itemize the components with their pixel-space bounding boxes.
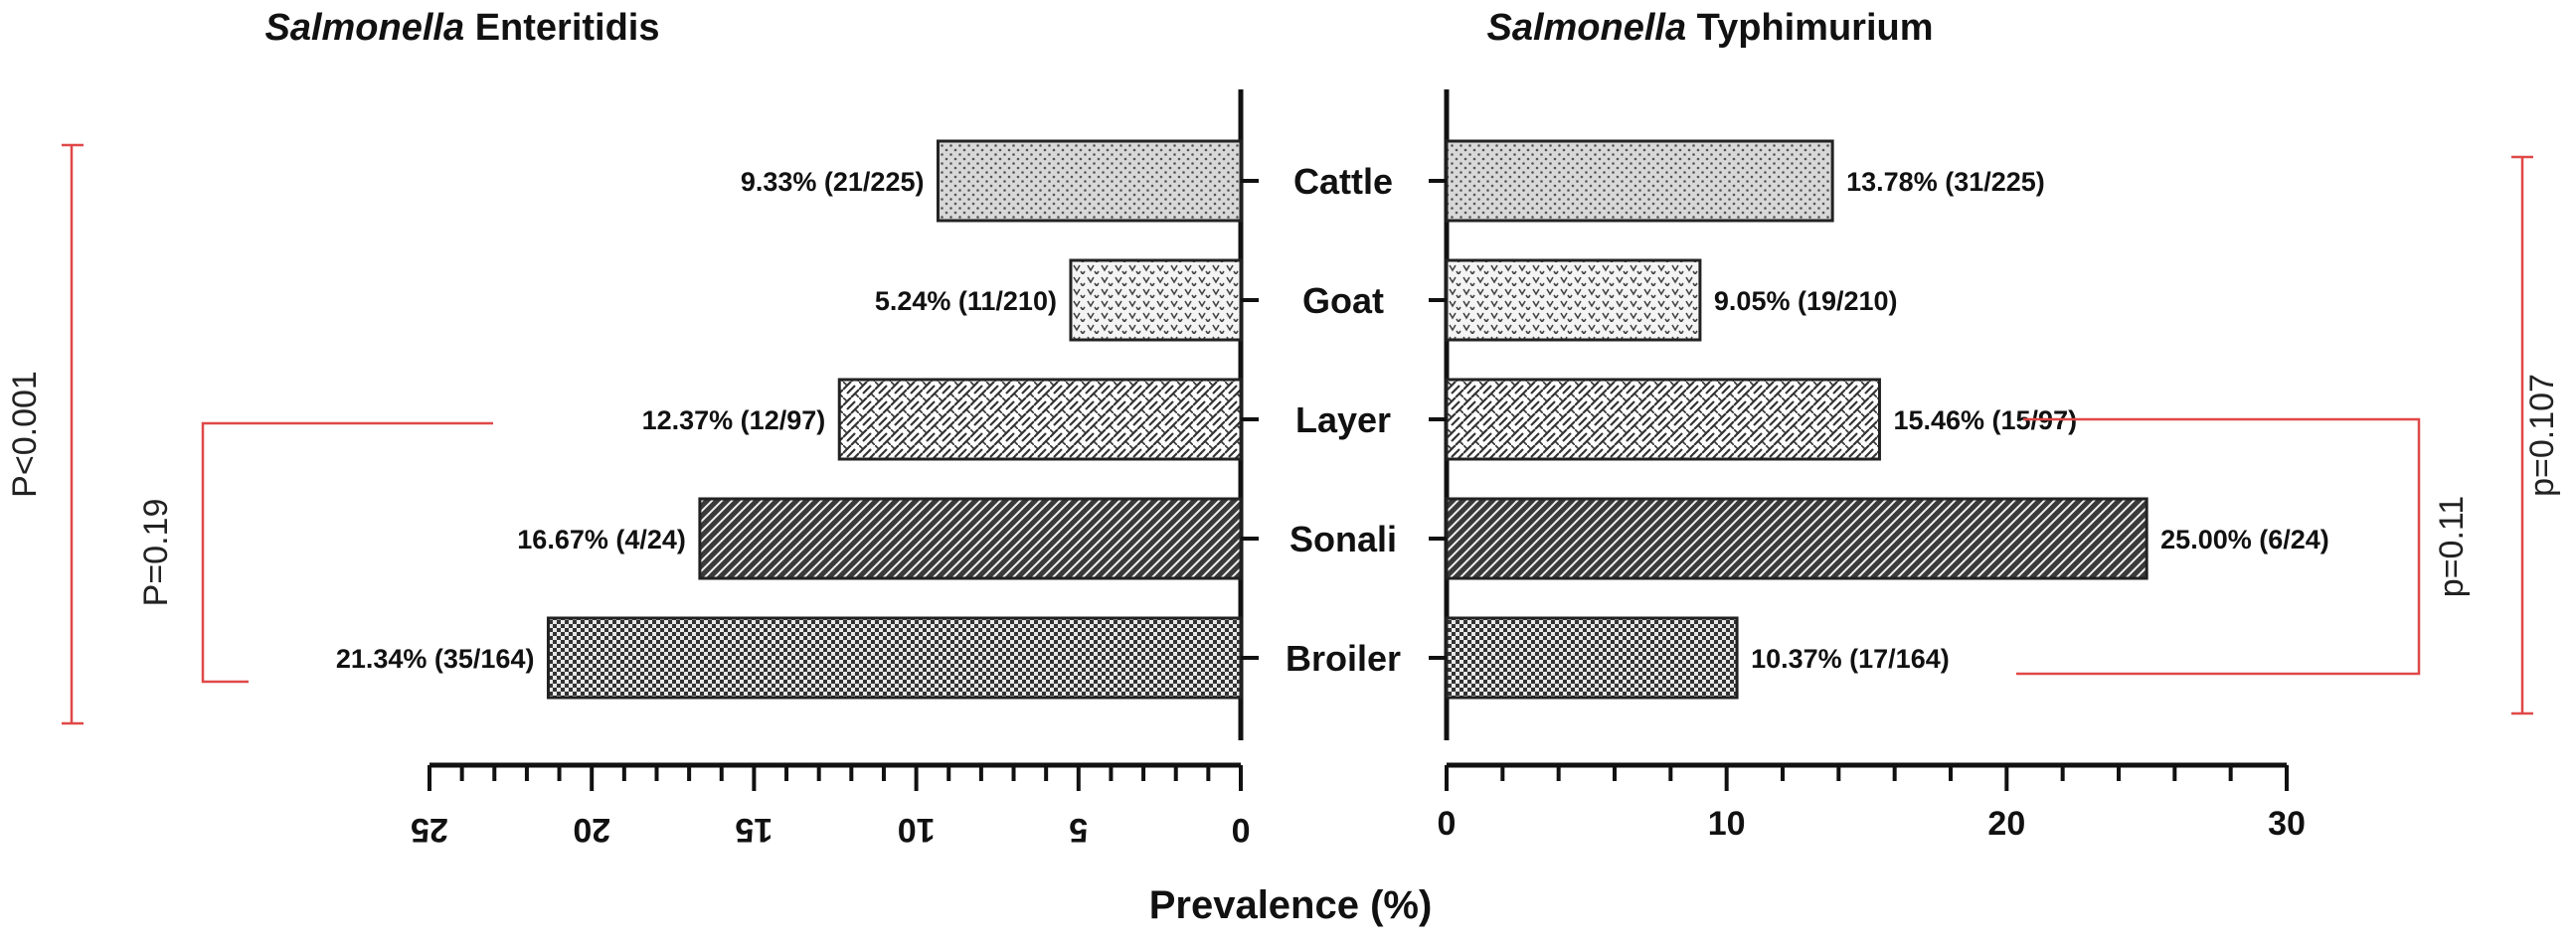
bar-enteritidis-goat xyxy=(1069,258,1243,342)
right-title-italic: Salmonella xyxy=(1486,7,1686,49)
data-label-typhimurium-cattle: 13.78% (31/225) xyxy=(1846,167,2045,197)
right-x-tick-label-30: 30 xyxy=(2268,805,2306,843)
right-x-tick-label-10: 10 xyxy=(1708,805,1746,843)
left-x-tick-label-25: 25 xyxy=(411,811,448,849)
bar-typhimurium-cattle xyxy=(1445,139,1834,223)
data-label-typhimurium-goat: 9.05% (19/210) xyxy=(1714,286,1898,316)
left-panel-title: Salmonella Enteritidis xyxy=(264,7,659,49)
category-label-sonali: Sonali xyxy=(1289,519,1397,559)
data-label-enteritidis-sonali: 16.67% (4/24) xyxy=(517,525,686,554)
left-outer-p-value: P<0.001 xyxy=(6,371,44,498)
x-axis-label: Prevalence (%) xyxy=(1149,883,1433,927)
left-outer-bracket xyxy=(62,143,84,725)
right-x-tick-label-20: 20 xyxy=(1987,805,2025,843)
data-label-enteritidis-broiler: 21.34% (35/164) xyxy=(336,644,535,674)
left-x-tick-label-15: 15 xyxy=(735,811,773,849)
bar-typhimurium-broiler xyxy=(1445,616,1739,700)
left-bars: 9.33% (21/225) 5.24% (11/210) 12.37% (12/9… xyxy=(336,139,1243,700)
left-title-serotype: Enteritidis xyxy=(475,7,660,49)
bar-typhimurium-goat xyxy=(1445,258,1702,342)
left-x-tick-label-0: 0 xyxy=(1232,811,1251,849)
left-x-tick-label-5: 5 xyxy=(1069,811,1088,849)
right-x-tick-label-0: 0 xyxy=(1438,805,1457,843)
data-label-enteritidis-cattle: 9.33% (21/225) xyxy=(741,167,925,197)
category-label-broiler: Broiler xyxy=(1286,638,1401,679)
category-label-cattle: Cattle xyxy=(1293,161,1393,202)
left-title-italic: Salmonella xyxy=(264,7,464,49)
bar-enteritidis-cattle xyxy=(936,139,1243,223)
category-label-layer: Layer xyxy=(1295,399,1391,440)
right-bars: 13.78% (31/225)9.05% (19/210)15.46% (15/… xyxy=(1445,139,2329,700)
category-label-goat: Goat xyxy=(1302,280,1384,321)
right-inner-bracket xyxy=(2016,417,2421,676)
bar-typhimurium-layer xyxy=(1445,378,1881,461)
data-label-enteritidis-goat: 5.24% (11/210) xyxy=(875,286,1057,316)
bar-enteritidis-layer xyxy=(837,378,1243,461)
right-x-ticks: 0 10 20 30 xyxy=(1438,765,2306,843)
data-label-enteritidis-layer: 12.37% (12/97) xyxy=(642,405,826,435)
bar-typhimurium-sonali xyxy=(1445,497,2148,580)
left-x-tick-label-10: 10 xyxy=(898,811,936,849)
data-label-typhimurium-broiler: 10.37% (17/164) xyxy=(1751,644,1950,674)
right-inner-p-value: p=0.11 xyxy=(2433,496,2471,597)
right-title-serotype: Typhimurium xyxy=(1697,7,1934,49)
right-outer-p-value: p=0.107 xyxy=(2523,374,2561,497)
left-inner-p-value: P=0.19 xyxy=(137,499,175,607)
right-outer-bracket xyxy=(2511,155,2533,715)
left-x-ticks: 0 5 10 15 20 25 xyxy=(411,765,1250,849)
data-label-typhimurium-sonali: 25.00% (6/24) xyxy=(2160,525,2329,554)
right-panel-title: Salmonella Typhimurium xyxy=(1486,7,1933,49)
category-labels: Cattle Goat Layer Sonali Broiler xyxy=(1241,161,1447,679)
bar-enteritidis-broiler xyxy=(546,616,1243,700)
left-inner-bracket xyxy=(201,421,493,684)
left-x-tick-label-20: 20 xyxy=(573,811,610,849)
bar-enteritidis-sonali xyxy=(698,497,1243,580)
